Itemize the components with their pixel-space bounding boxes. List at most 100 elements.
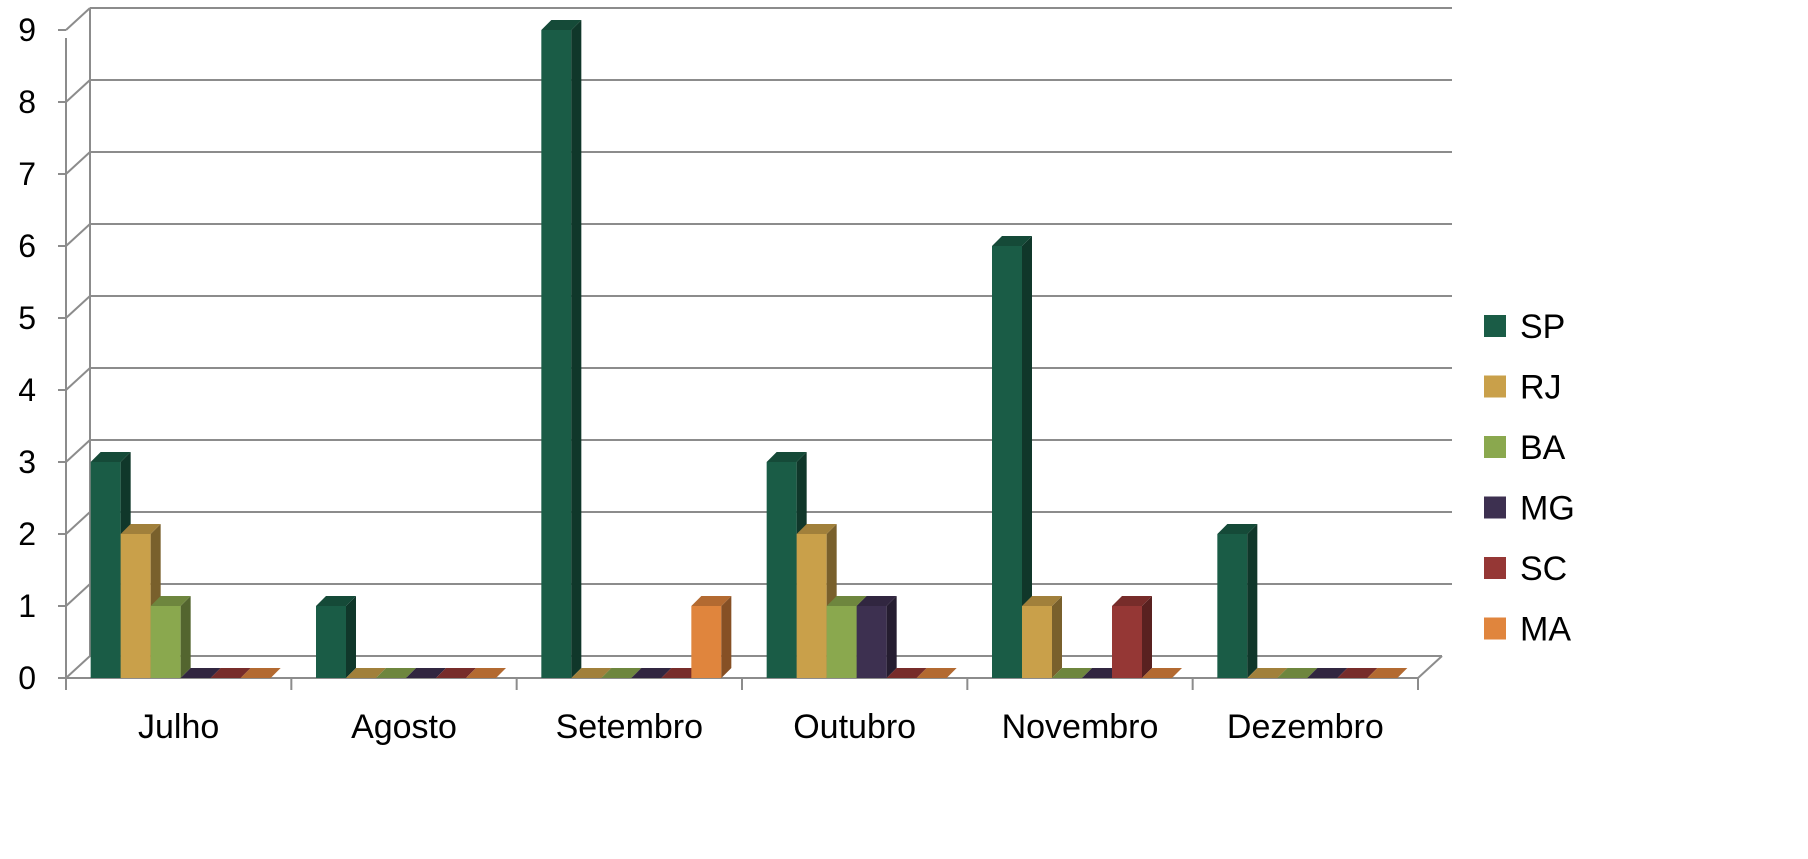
grid: [65, 7, 1452, 679]
bar-top: [691, 596, 732, 606]
legend-label-mg: MG: [1520, 490, 1575, 528]
bar-rj: [120, 524, 161, 678]
x-category-label: Setembro: [556, 708, 703, 746]
bar-ma: [240, 668, 281, 678]
y-tick-label: 3: [18, 444, 36, 480]
bar-top: [466, 668, 506, 678]
bar-top: [601, 668, 642, 678]
bar-side: [571, 20, 582, 678]
bar-side: [886, 596, 897, 678]
legend-label-rj: RJ: [1520, 369, 1562, 407]
bar-top: [150, 596, 191, 606]
bar-rj: [346, 668, 386, 678]
bar-sp: [541, 20, 582, 678]
bar-sp: [316, 596, 356, 678]
x-category-label: Agosto: [351, 708, 457, 746]
x-category-label: Julho: [138, 708, 219, 746]
y-tick-label: 2: [18, 516, 36, 552]
bar-mg: [631, 668, 672, 678]
y-tick-label: 1: [18, 588, 36, 624]
bar-rj: [1022, 596, 1062, 678]
bar-top: [1217, 524, 1258, 534]
legend-label-ba: BA: [1520, 429, 1566, 467]
bar-top: [631, 668, 672, 678]
bar-mg: [406, 668, 446, 678]
bar-sp: [992, 236, 1032, 678]
bar-sp: [90, 452, 131, 678]
x-category-label: Dezembro: [1227, 708, 1384, 746]
bar-top: [1052, 668, 1092, 678]
bar-rj: [571, 668, 612, 678]
bar-top: [1337, 668, 1378, 678]
bar-top: [120, 524, 161, 534]
y-tick-label: 9: [18, 12, 36, 48]
y-tick-label: 8: [18, 84, 36, 120]
bar-sc: [1112, 596, 1152, 678]
bar-side: [346, 596, 356, 678]
bar-front: [826, 606, 857, 678]
bar-side: [180, 596, 191, 678]
x-axis-categories: Julho Agosto Setembro Outubro Novembro Dezemb…: [138, 708, 1384, 746]
bar-front: [856, 606, 887, 678]
bar-top: [571, 668, 612, 678]
legend-swatch-sc: [1484, 557, 1506, 579]
legend-swatch-mg: [1484, 496, 1506, 519]
bar-ma: [466, 668, 506, 678]
x-category-label: Outubro: [793, 708, 916, 746]
bar-ba: [1052, 668, 1092, 678]
bar-side: [1052, 596, 1062, 678]
bar-top: [1112, 596, 1152, 606]
bar-front: [150, 606, 181, 678]
bars: [90, 20, 1408, 678]
bar-mg: [856, 596, 897, 678]
bar-rj: [1247, 668, 1288, 678]
y-axis-ticks: 0 1 2 3 4 5 6 7 8 9: [18, 12, 66, 696]
bar-sc: [1337, 668, 1378, 678]
legend-swatch-rj: [1484, 375, 1506, 398]
bar-sc: [436, 668, 476, 678]
gridline-side: [65, 7, 91, 31]
bar-front: [1217, 534, 1248, 678]
bar-ma: [691, 596, 732, 678]
bar-mg: [180, 668, 221, 678]
bar-front: [541, 30, 572, 678]
bar-top: [1142, 668, 1182, 678]
gridline-side: [65, 511, 91, 535]
floor-left-edge: [65, 655, 91, 679]
axes: [65, 8, 1419, 690]
bar-side: [1142, 596, 1152, 678]
bar-front: [120, 534, 151, 678]
bar-top: [1022, 596, 1062, 606]
gridline-side: [65, 439, 91, 463]
bar-top: [886, 668, 927, 678]
bar-side: [1247, 524, 1258, 678]
bar-mg: [1307, 668, 1348, 678]
bar-top: [406, 668, 446, 678]
legend: SP RJ BA MG SC MA: [1484, 308, 1575, 649]
bar-ba: [376, 668, 416, 678]
gridline-side: [65, 151, 91, 175]
bar-front: [1022, 606, 1052, 678]
bar-sc: [210, 668, 251, 678]
floor-right-edge: [1417, 655, 1443, 679]
bar-front: [90, 462, 121, 678]
bar-top: [90, 452, 131, 462]
legend-label-ma: MA: [1520, 611, 1571, 649]
bar-top: [180, 668, 221, 678]
bar-top: [436, 668, 476, 678]
bar-side: [1022, 236, 1032, 678]
bar-front: [766, 462, 797, 678]
bar-top: [346, 668, 386, 678]
bar-top: [1307, 668, 1348, 678]
legend-label-sp: SP: [1520, 308, 1565, 346]
bar-top: [376, 668, 416, 678]
bar-front: [316, 606, 346, 678]
y-tick-label: 6: [18, 228, 36, 264]
bar-top: [916, 668, 957, 678]
bar-top: [1367, 668, 1408, 678]
bar-ma: [916, 668, 957, 678]
bar-front: [1112, 606, 1142, 678]
bar-sc: [886, 668, 927, 678]
bar-front: [691, 606, 722, 678]
